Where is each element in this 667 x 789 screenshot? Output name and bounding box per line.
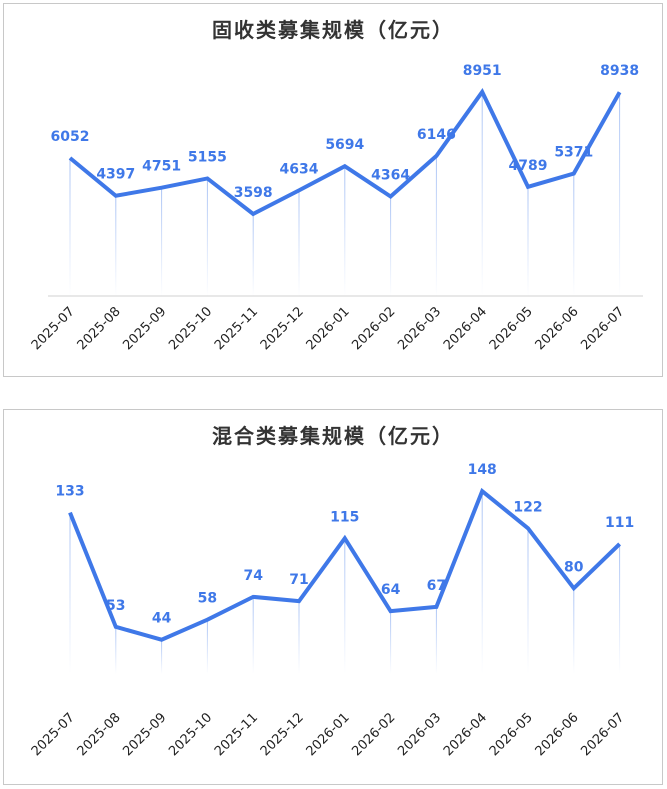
drop-line	[69, 512, 71, 674]
drop-line	[252, 596, 254, 674]
data-label: 4397	[96, 167, 135, 183]
drop-line	[161, 639, 163, 674]
data-label: 3598	[234, 185, 273, 201]
chart-panel: 混合类募集规模（亿元）2025-072025-082025-092025-102…	[3, 409, 663, 785]
data-label: 44	[152, 611, 172, 627]
data-label: 8951	[463, 63, 502, 79]
data-label: 71	[289, 572, 308, 588]
drop-line	[161, 187, 163, 296]
drop-line	[619, 544, 621, 674]
data-label: 4634	[280, 161, 319, 177]
data-label: 6052	[51, 129, 90, 145]
data-label: 58	[198, 591, 217, 607]
drop-line	[344, 538, 346, 674]
data-label: 80	[564, 559, 584, 575]
chart-title: 固收类募集规模（亿元）	[212, 18, 454, 42]
data-label: 4751	[142, 159, 181, 175]
drop-line	[573, 588, 575, 674]
drop-line	[390, 196, 392, 296]
chart-title: 混合类募集规模（亿元）	[212, 424, 454, 448]
drop-line	[527, 186, 529, 296]
data-label: 5694	[325, 137, 364, 153]
drop-line	[573, 173, 575, 296]
drop-line	[344, 166, 346, 296]
panel-border	[3, 3, 663, 377]
drop-line	[252, 213, 254, 296]
data-label: 6146	[417, 127, 456, 143]
data-label: 133	[55, 484, 84, 500]
drop-line	[206, 178, 208, 296]
data-label: 115	[330, 509, 359, 525]
data-label: 5371	[554, 145, 593, 161]
data-label: 148	[468, 462, 497, 478]
data-label: 67	[427, 578, 446, 594]
data-label: 53	[106, 598, 125, 614]
line	[68, 487, 621, 642]
drop-line	[69, 158, 71, 296]
drop-line	[206, 619, 208, 674]
drop-line	[115, 626, 117, 674]
drop-line	[619, 92, 621, 297]
data-label: 8938	[600, 63, 639, 79]
data-label: 111	[605, 515, 634, 531]
data-label: 4364	[371, 168, 410, 184]
data-label: 64	[381, 582, 401, 598]
data-label: 122	[513, 499, 542, 515]
drop-line	[390, 611, 392, 674]
data-label: 74	[243, 568, 263, 584]
drop-line	[298, 190, 300, 296]
drop-line	[115, 195, 117, 296]
drop-line	[481, 491, 483, 674]
data-label: 5155	[188, 149, 227, 165]
panel-border	[3, 409, 663, 785]
drop-line	[481, 91, 483, 296]
drop-line	[435, 606, 437, 674]
drop-line	[435, 155, 437, 296]
drop-line	[298, 601, 300, 674]
data-label: 4789	[509, 158, 548, 174]
drop-line	[527, 528, 529, 674]
line	[68, 88, 622, 217]
chart-panel: 固收类募集规模（亿元）2025-072025-082025-092025-102…	[3, 3, 663, 377]
